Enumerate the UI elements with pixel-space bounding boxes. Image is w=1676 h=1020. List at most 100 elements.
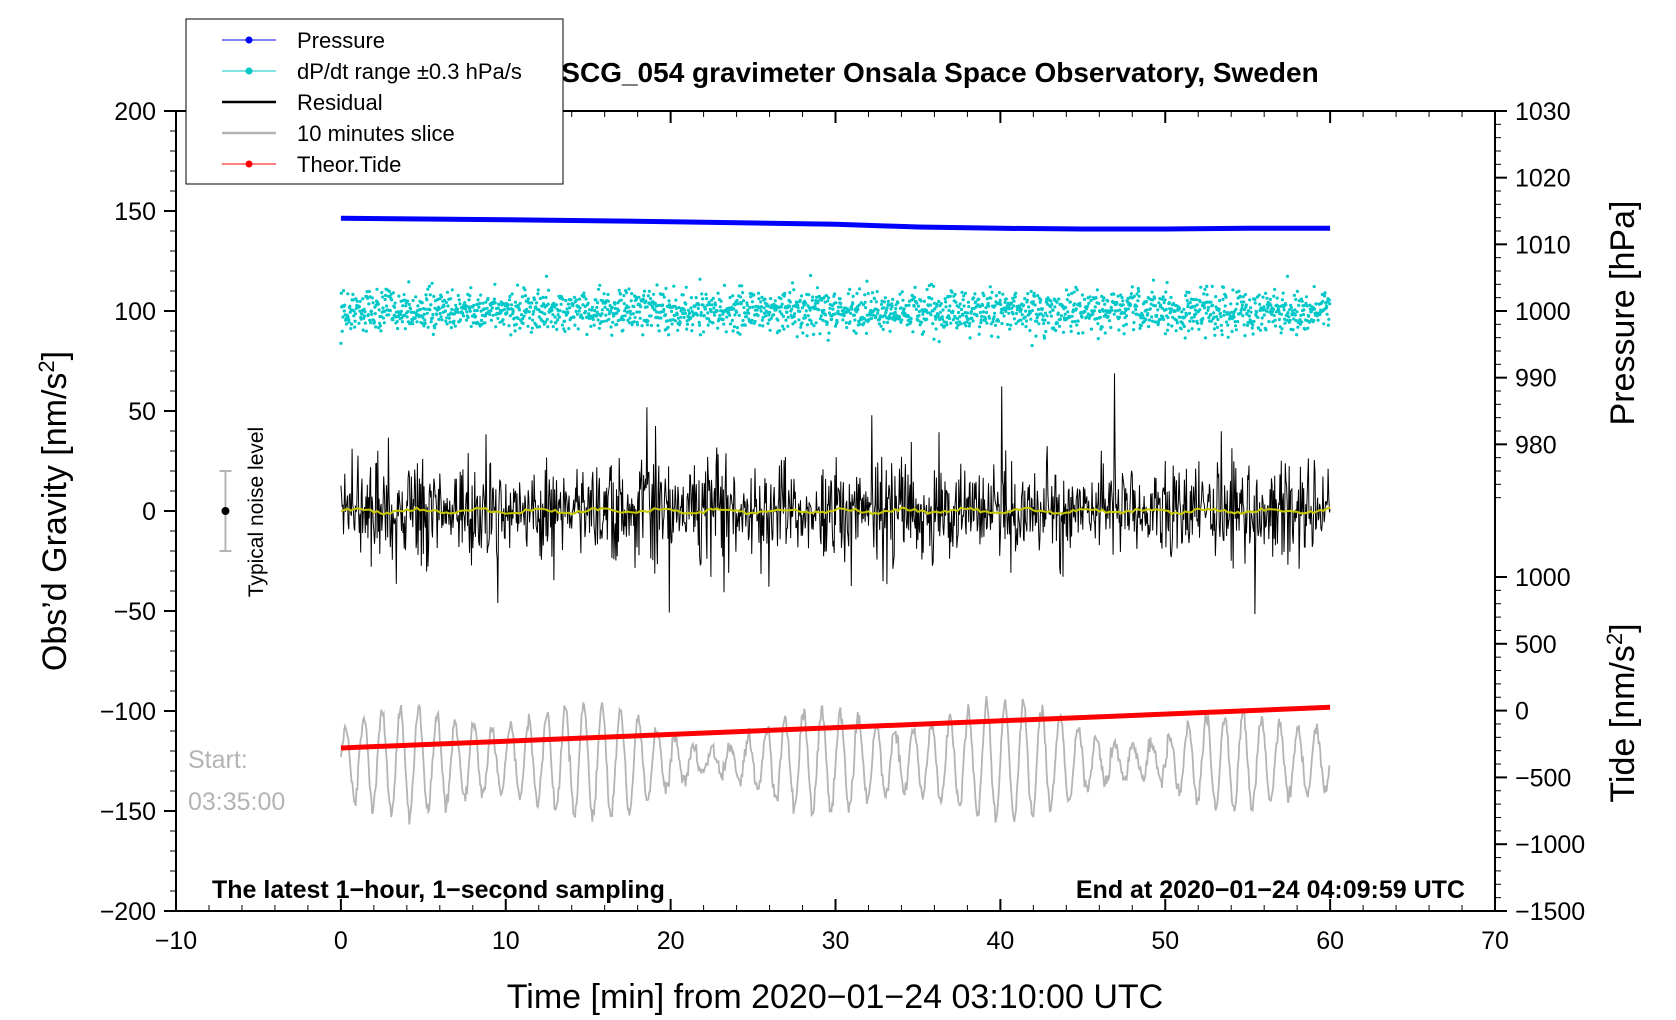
dpdt-point (427, 284, 432, 288)
dpdt-point (710, 303, 714, 307)
dpdt-point (1249, 310, 1253, 314)
dpdt-point (669, 318, 673, 322)
dpdt-point (1035, 319, 1039, 323)
x-tick-label: −10 (155, 927, 197, 955)
dpdt-point (559, 302, 563, 306)
tide-tick-label: 500 (1515, 631, 1557, 659)
dpdt-point (1224, 320, 1229, 324)
dpdt-point (897, 317, 901, 321)
dpdt-point (1303, 327, 1307, 331)
dpdt-point (1223, 304, 1227, 308)
dpdt-point (913, 285, 917, 289)
dpdt-point (744, 311, 748, 315)
dpdt-point (510, 292, 514, 296)
dpdt-point (424, 307, 428, 311)
residual-line (340, 373, 1331, 615)
dpdt-point (1021, 303, 1026, 307)
dpdt-point (1030, 309, 1035, 313)
dpdt-point (939, 302, 943, 306)
dpdt-point (554, 320, 558, 325)
dpdt-point (834, 301, 838, 305)
dpdt-point (681, 293, 685, 297)
dpdt-point (1271, 307, 1275, 311)
dpdt-point (1004, 309, 1008, 313)
dpdt-point (1156, 308, 1160, 312)
dpdt-point (1306, 326, 1310, 330)
dpdt-point (396, 315, 401, 319)
dpdt-point (1307, 320, 1312, 324)
dpdt-point (1028, 328, 1032, 333)
dpdt-point (1247, 321, 1251, 325)
dpdt-point (649, 314, 653, 318)
dpdt-point (958, 302, 962, 306)
dpdt-point (1166, 322, 1170, 327)
dpdt-point (384, 293, 388, 297)
dpdt-point (437, 307, 441, 311)
dpdt-point (1243, 293, 1247, 297)
dpdt-point (722, 283, 727, 287)
dpdt-point (350, 322, 354, 326)
dpdt-point (341, 289, 346, 293)
dpdt-point (1049, 305, 1053, 309)
dpdt-point (417, 315, 421, 319)
dpdt-point (981, 310, 986, 314)
dpdt-point (887, 317, 891, 321)
dpdt-point (541, 295, 545, 299)
dpdt-point (1118, 308, 1122, 312)
dpdt-point (790, 307, 794, 311)
dpdt-point (621, 314, 625, 318)
dpdt-point (615, 322, 619, 327)
dpdt-point (578, 297, 582, 301)
x-tick-label: 30 (822, 927, 850, 955)
dpdt-point (1092, 309, 1096, 313)
theoretical-tide-line (340, 704, 1331, 751)
dpdt-point (823, 300, 827, 304)
dpdt-point (1279, 312, 1284, 316)
dpdt-point (1294, 318, 1298, 323)
dpdt-point (562, 319, 567, 323)
dpdt-point (512, 316, 516, 320)
dpdt-point (1193, 308, 1198, 312)
dpdt-point (627, 287, 631, 291)
dpdt-point (472, 303, 476, 307)
dpdt-point (575, 312, 580, 316)
dpdt-point (978, 310, 983, 315)
dpdt-point (787, 304, 792, 308)
dpdt-point (1239, 311, 1243, 315)
dpdt-point (367, 302, 371, 306)
dpdt-point (473, 309, 477, 313)
legend-marker (245, 36, 253, 44)
dpdt-point (482, 307, 487, 311)
dpdt-point (1222, 309, 1226, 314)
dpdt-point (468, 294, 472, 298)
dpdt-point (1175, 321, 1179, 325)
dpdt-point (1000, 321, 1004, 326)
dpdt-point (597, 326, 602, 330)
dpdt-point (1080, 293, 1084, 297)
pressure-line (340, 215, 1331, 232)
dpdt-point (982, 294, 986, 298)
dpdt-point (473, 314, 478, 318)
dpdt-point (1280, 298, 1284, 302)
dpdt-point (889, 312, 893, 316)
dpdt-point (956, 310, 961, 315)
dpdt-point (1174, 329, 1178, 333)
dpdt-point (1214, 295, 1218, 299)
dpdt-point (1122, 332, 1126, 336)
dpdt-point (1198, 308, 1202, 312)
dpdt-point (833, 312, 837, 316)
dpdt-point (488, 312, 492, 317)
dpdt-point (523, 288, 527, 292)
dpdt-point (1205, 284, 1209, 288)
dpdt-point (1045, 314, 1049, 318)
dpdt-point (1209, 300, 1213, 304)
dpdt-point (577, 309, 581, 313)
dpdt-point (799, 325, 803, 329)
dpdt-point (869, 299, 873, 304)
dpdt-point (1109, 325, 1113, 330)
dpdt-point (1215, 315, 1219, 319)
dpdt-point (591, 317, 595, 322)
legend: Pressure dP/dt range ±0.3 hPa/s Residual 10… (185, 18, 564, 185)
dpdt-point (442, 304, 446, 308)
dpdt-point (1224, 295, 1228, 299)
